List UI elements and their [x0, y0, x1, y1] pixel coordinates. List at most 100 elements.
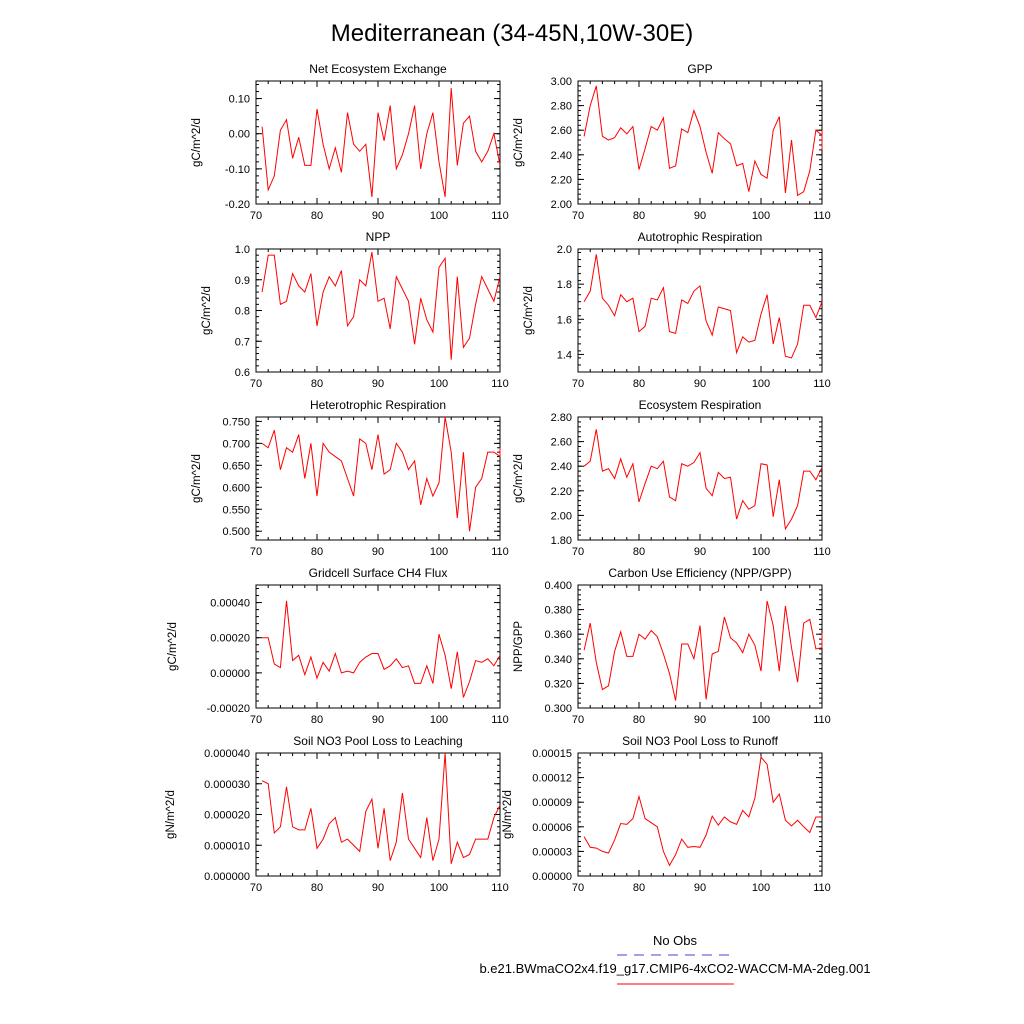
x-tick-label: 70: [250, 378, 262, 390]
series-line: [583, 85, 823, 197]
x-tick-label: 80: [633, 546, 645, 558]
y-axis-label: gC/m^2/d: [513, 454, 525, 503]
x-tick-label: 110: [813, 546, 831, 558]
panel-5: Heterotrophic Respiration 70 80 90 100 110 0.5…: [191, 398, 509, 558]
y-tick-label: 1.8: [557, 279, 572, 291]
x-tick-label: 70: [572, 714, 584, 726]
panel-7: Gridcell Surface CH4 Flux 70 80 90 100 110 -0.…: [167, 566, 509, 726]
x-tick-label: 100: [752, 714, 770, 726]
y-tick-label: 2.0: [557, 244, 572, 256]
x-tick-label: 90: [694, 546, 706, 558]
y-tick-label: 0.380: [544, 605, 572, 617]
y-axis-label: gC/m^2/d: [191, 454, 203, 503]
y-tick-label: 0.340: [544, 654, 572, 666]
y-tick-label: 0.600: [222, 482, 250, 494]
x-tick-label: 90: [372, 546, 384, 558]
x-tick-label: 110: [491, 378, 509, 390]
y-tick-label: 1.0: [235, 244, 250, 256]
y-tick-label: 0.00015: [532, 748, 572, 760]
panel-1: Net Ecosystem Exchange 70 80 90 100 110 -0.20 -…: [191, 62, 509, 222]
y-tick-label: 0.00: [229, 129, 250, 141]
y-tick-label: 0.6: [235, 367, 250, 379]
x-tick-label: 90: [694, 378, 706, 390]
panel-10: Soil NO3 Pool Loss to Runoff 70 80 90 100 110…: [502, 734, 831, 894]
legend: No Obs b.e21.BWmaCO2x4.f19_g17.CMIP6-4xC…: [479, 933, 871, 985]
y-tick-label: 2.20: [551, 174, 572, 186]
x-tick-label: 90: [694, 714, 706, 726]
x-tick-label: 100: [430, 546, 448, 558]
series-line: [261, 752, 501, 864]
y-tick-label: 0.00006: [532, 822, 572, 834]
legend-label-model-run: b.e21.BWmaCO2x4.f19_g17.CMIP6-4xCO2-WACC…: [479, 961, 870, 976]
y-tick-label: 2.80: [551, 412, 572, 424]
y-tick-label: 2.40: [551, 150, 572, 162]
y-tick-label: 0.000040: [204, 748, 250, 760]
y-tick-label: 0.000030: [204, 779, 250, 791]
x-tick-label: 80: [633, 714, 645, 726]
x-tick-label: 80: [311, 378, 323, 390]
x-tick-label: 100: [430, 714, 448, 726]
y-tick-label: 0.400: [544, 580, 572, 592]
y-tick-label: 0.320: [544, 678, 572, 690]
y-axis-label: gC/m^2/d: [513, 118, 525, 167]
y-tick-label: 1.4: [557, 349, 572, 361]
x-tick-label: 80: [633, 210, 645, 222]
y-tick-label: 0.000000: [204, 871, 250, 883]
x-tick-label: 110: [491, 882, 509, 894]
x-tick-label: 110: [491, 714, 509, 726]
x-tick-label: 110: [491, 210, 509, 222]
series-line: [261, 251, 501, 360]
panel-3: NPP 70 80 90 100 110 0.6 0.7 0.8 0.9 1.0 gC/m^2/d: [201, 230, 509, 390]
x-tick-label: 90: [372, 210, 384, 222]
panel-title: Soil NO3 Pool Loss to Leaching: [293, 734, 462, 748]
panel-title: Carbon Use Efficiency (NPP/GPP): [608, 566, 791, 580]
series-line: [583, 755, 822, 867]
x-tick-label: 100: [752, 378, 770, 390]
x-tick-label: 70: [572, 546, 584, 558]
x-tick-label: 110: [813, 714, 831, 726]
x-tick-label: 90: [372, 378, 384, 390]
y-axis-label: gN/m^2/d: [502, 790, 514, 839]
panel-6: Ecosystem Respiration 70 80 90 100 110 1.80 2.0…: [513, 398, 831, 558]
y-tick-label: 0.550: [222, 504, 250, 516]
x-tick-label: 80: [311, 210, 323, 222]
x-tick-label: 70: [572, 378, 584, 390]
y-tick-label: 0.750: [222, 416, 250, 428]
x-tick-label: 80: [311, 882, 323, 894]
y-tick-label: 0.7: [235, 336, 250, 348]
y-tick-label: 2.60: [551, 125, 572, 137]
y-tick-label: 0.9: [235, 275, 250, 287]
panel-2: GPP 70 80 90 100 110 2.00 2.20 2.40 2.60 2.80 3.00 g…: [513, 62, 831, 222]
series-line: [583, 254, 823, 359]
y-tick-label: -0.20: [225, 199, 250, 211]
y-tick-label: 0.00000: [532, 871, 572, 883]
y-axis-label: gN/m^2/d: [165, 790, 177, 839]
y-tick-label: 2.00: [551, 199, 572, 211]
x-tick-label: 90: [694, 210, 706, 222]
x-tick-label: 90: [372, 882, 384, 894]
x-tick-label: 100: [752, 546, 770, 558]
y-tick-label: 0.700: [222, 438, 250, 450]
x-tick-label: 80: [633, 378, 645, 390]
y-tick-label: 2.00: [551, 510, 572, 522]
y-tick-label: 0.000010: [204, 840, 250, 852]
legend-label-no-obs: No Obs: [653, 933, 698, 948]
series-line: [262, 600, 501, 698]
y-tick-label: 0.300: [544, 703, 572, 715]
series-line: [261, 87, 501, 198]
panel-title: Ecosystem Respiration: [639, 398, 762, 412]
x-tick-label: 100: [752, 882, 770, 894]
y-tick-label: 0.00012: [532, 773, 572, 785]
series-line: [583, 600, 823, 701]
x-tick-label: 110: [813, 378, 831, 390]
x-tick-label: 100: [430, 882, 448, 894]
x-tick-label: 110: [813, 210, 831, 222]
x-tick-label: 90: [372, 714, 384, 726]
x-tick-label: 70: [250, 882, 262, 894]
y-tick-label: 1.6: [557, 314, 572, 326]
panels-group: Net Ecosystem Exchange 70 80 90 100 110 -0.20 -…: [165, 62, 831, 894]
panel-title: Soil NO3 Pool Loss to Runoff: [622, 734, 779, 748]
y-tick-label: 0.00040: [210, 598, 250, 610]
